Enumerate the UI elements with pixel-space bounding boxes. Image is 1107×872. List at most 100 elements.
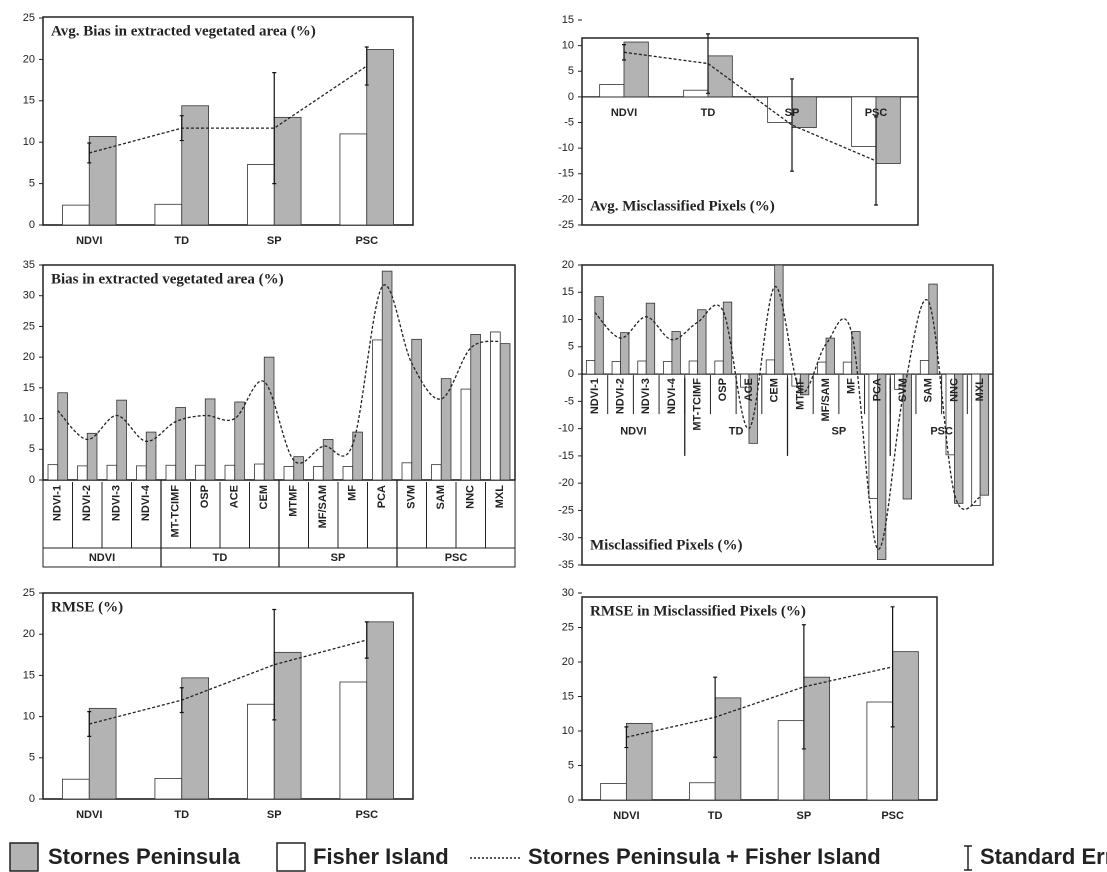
bar [722, 301, 733, 375]
y-tick-label: -25 [558, 504, 574, 516]
bar [470, 334, 481, 481]
x-tick-label: PSC [881, 810, 904, 822]
x-tick-label: ACE [229, 485, 241, 508]
bar [181, 105, 209, 226]
x-tick-label: OSP [717, 378, 729, 401]
bar [342, 466, 354, 481]
error-bar [364, 46, 369, 86]
bar [928, 283, 938, 375]
bar [181, 677, 209, 800]
bar [154, 778, 183, 800]
x-tick-label: NDVI [76, 809, 102, 821]
bar [803, 676, 831, 801]
x-tick-label: SAM [435, 485, 447, 509]
bar [47, 464, 59, 481]
bar [88, 136, 117, 226]
x-tick-label: NDVI [76, 235, 102, 247]
x-tick-label: PSC [865, 107, 888, 119]
bar [594, 296, 604, 375]
legend-swatch [276, 842, 306, 872]
y-tick-label: 15 [562, 286, 574, 298]
x-tick-label: MXL [494, 485, 506, 509]
error-bar [874, 116, 878, 206]
bar [273, 651, 302, 800]
bar [707, 55, 733, 98]
error-bar [179, 115, 184, 142]
bar [877, 373, 887, 560]
x-tick-label: NNC [465, 485, 477, 509]
x-tick-label: MT-TCIMF [692, 378, 704, 431]
bar [688, 782, 716, 801]
error-bar [272, 608, 277, 721]
y-tick-label: 20 [562, 656, 574, 668]
bar [145, 431, 157, 481]
legend-label: Fisher Island [313, 844, 449, 869]
x-tick-label: PSC [355, 235, 378, 247]
x-tick-label: NDVI-4 [666, 377, 678, 414]
line [89, 639, 367, 725]
bar [431, 464, 442, 481]
y-tick-label: 0 [29, 793, 35, 805]
bar [62, 778, 90, 800]
error-bar [179, 687, 184, 714]
group-label: SP [832, 425, 847, 437]
bar [688, 360, 698, 375]
y-tick-label: 25 [23, 12, 35, 24]
bar [247, 703, 275, 800]
bar [585, 360, 596, 375]
legend-label: Stornes Peninsula [48, 844, 241, 869]
y-tick-label: 5 [29, 443, 35, 455]
bar [254, 463, 265, 481]
bar [714, 360, 724, 375]
error-bar [272, 72, 277, 185]
y-tick-label: 0 [568, 91, 574, 103]
bar [637, 360, 647, 375]
x-tick-label: NDVI-4 [140, 484, 152, 521]
x-tick-label: NDVI-3 [111, 485, 123, 521]
bar [611, 361, 621, 375]
group-label: TD [729, 425, 744, 437]
y-tick-label: -25 [558, 219, 574, 231]
x-tick-label: NNC [948, 378, 960, 402]
bar [499, 343, 511, 481]
y-tick-label: 10 [562, 725, 574, 737]
line [89, 65, 368, 154]
bar [954, 373, 964, 504]
bar [645, 302, 656, 375]
x-tick-label: MTMF [288, 485, 300, 517]
line [623, 51, 877, 162]
bar [62, 204, 90, 226]
y-tick-label: 15 [23, 669, 35, 681]
x-tick-label: MF [347, 485, 359, 501]
y-tick-label: -15 [558, 168, 574, 180]
legend-label: Standard Error [980, 844, 1107, 869]
y-tick-label: 10 [562, 313, 574, 325]
error-bar [790, 78, 794, 172]
bar [842, 361, 853, 375]
bar [116, 399, 127, 481]
plot-frame [581, 37, 919, 226]
chart-title: Bias in extracted vegetated area (%) [51, 271, 284, 287]
x-tick-label: TD [174, 235, 189, 247]
x-tick-label: TD [174, 809, 189, 821]
bar [339, 133, 368, 226]
error-bar [87, 711, 92, 737]
x-tick-label: ACE [743, 378, 755, 401]
y-tick-label: 0 [29, 474, 35, 486]
x-tick-label: NDVI [613, 810, 639, 822]
group-label: TD [213, 552, 228, 564]
y-tick-label: 15 [23, 382, 35, 394]
x-tick-label: MF [846, 378, 858, 394]
bar [234, 401, 245, 481]
y-tick-label: 10 [23, 136, 35, 148]
y-tick-label: 10 [23, 711, 35, 723]
x-tick-label: PCA [376, 485, 388, 508]
bar [366, 621, 394, 800]
bar [851, 331, 861, 375]
x-tick-label: CEM [769, 378, 781, 402]
bar [799, 373, 810, 396]
y-tick-label: 5 [568, 759, 574, 771]
x-tick-label: NDVI-2 [81, 485, 93, 521]
bar [620, 332, 630, 375]
